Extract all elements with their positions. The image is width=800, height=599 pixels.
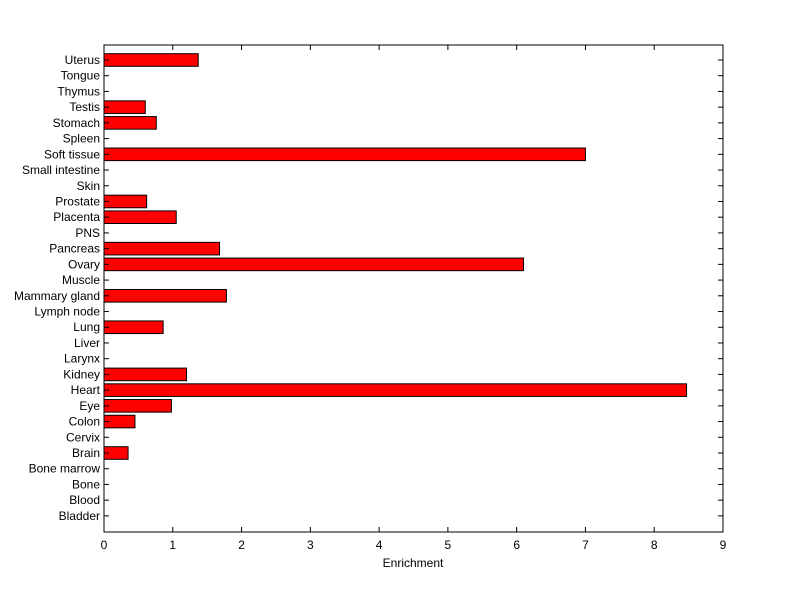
bar-heart <box>103 383 688 397</box>
y-tick-label-muscle: Muscle <box>62 273 100 287</box>
x-tick-label-2: 2 <box>238 538 245 552</box>
x-tick-label-0: 0 <box>101 538 108 552</box>
y-tick-label-uterus: Uterus <box>65 53 100 67</box>
x-tick-label-6: 6 <box>513 538 520 552</box>
y-tick-label-eye: Eye <box>79 399 100 413</box>
bar-pancreas <box>103 241 221 256</box>
y-tick-label-lung: Lung <box>73 320 100 334</box>
y-tick-label-tongue: Tongue <box>61 69 101 83</box>
y-tick-label-prostate: Prostate <box>55 194 100 208</box>
bar-mammary-gland <box>103 289 227 303</box>
bar-testis <box>103 100 146 114</box>
y-tick-label-liver: Liver <box>74 336 100 350</box>
bar-soft-tissue <box>103 147 586 162</box>
y-tick-label-thymus: Thymus <box>57 84 100 98</box>
y-tick-label-skin: Skin <box>77 179 100 193</box>
x-tick-label-1: 1 <box>169 538 176 552</box>
y-tick-label-blood: Blood <box>69 493 100 507</box>
y-tick-label-lymph-node: Lymph node <box>34 305 100 319</box>
x-axis-label: Enrichment <box>383 556 444 570</box>
plot-frame <box>103 44 724 533</box>
x-tick-label-3: 3 <box>307 538 314 552</box>
y-tick-label-placenta: Placenta <box>53 210 100 224</box>
y-tick-label-ovary: Ovary <box>68 257 100 271</box>
y-tick-label-soft-tissue: Soft tissue <box>44 147 100 161</box>
bar-kidney <box>103 367 188 382</box>
y-tick-label-stomach: Stomach <box>53 116 100 130</box>
y-tick-label-small-intestine: Small intestine <box>22 163 100 177</box>
bar-stomach <box>103 116 157 130</box>
y-tick-label-mammary-gland: Mammary gland <box>14 289 100 303</box>
y-tick-label-bladder: Bladder <box>59 509 100 523</box>
bar-ovary <box>103 257 525 272</box>
bar-uterus <box>103 53 199 67</box>
y-tick-label-pns: PNS <box>75 226 100 240</box>
y-tick-label-spleen: Spleen <box>63 132 100 146</box>
y-tick-label-cervix: Cervix <box>66 430 100 444</box>
x-tick-label-5: 5 <box>445 538 452 552</box>
y-tick-label-brain: Brain <box>72 446 100 460</box>
bar-placenta <box>103 210 177 224</box>
x-tick-label-4: 4 <box>376 538 383 552</box>
y-tick-label-testis: Testis <box>69 100 100 114</box>
plot-background <box>104 45 723 532</box>
y-tick-label-bone: Bone <box>72 477 100 491</box>
x-tick-label-8: 8 <box>651 538 658 552</box>
y-tick-label-larynx: Larynx <box>64 352 100 366</box>
y-tick-label-pancreas: Pancreas <box>49 242 100 256</box>
x-tick-label-7: 7 <box>582 538 589 552</box>
y-tick-label-bone-marrow: Bone marrow <box>29 462 101 476</box>
bar-prostate <box>103 194 148 209</box>
x-tick-label-9: 9 <box>720 538 727 552</box>
y-tick-label-heart: Heart <box>71 383 101 397</box>
bar-eye <box>103 399 172 413</box>
bar-lung <box>103 320 164 335</box>
y-tick-label-kidney: Kidney <box>63 367 100 381</box>
y-tick-label-colon: Colon <box>69 415 100 429</box>
